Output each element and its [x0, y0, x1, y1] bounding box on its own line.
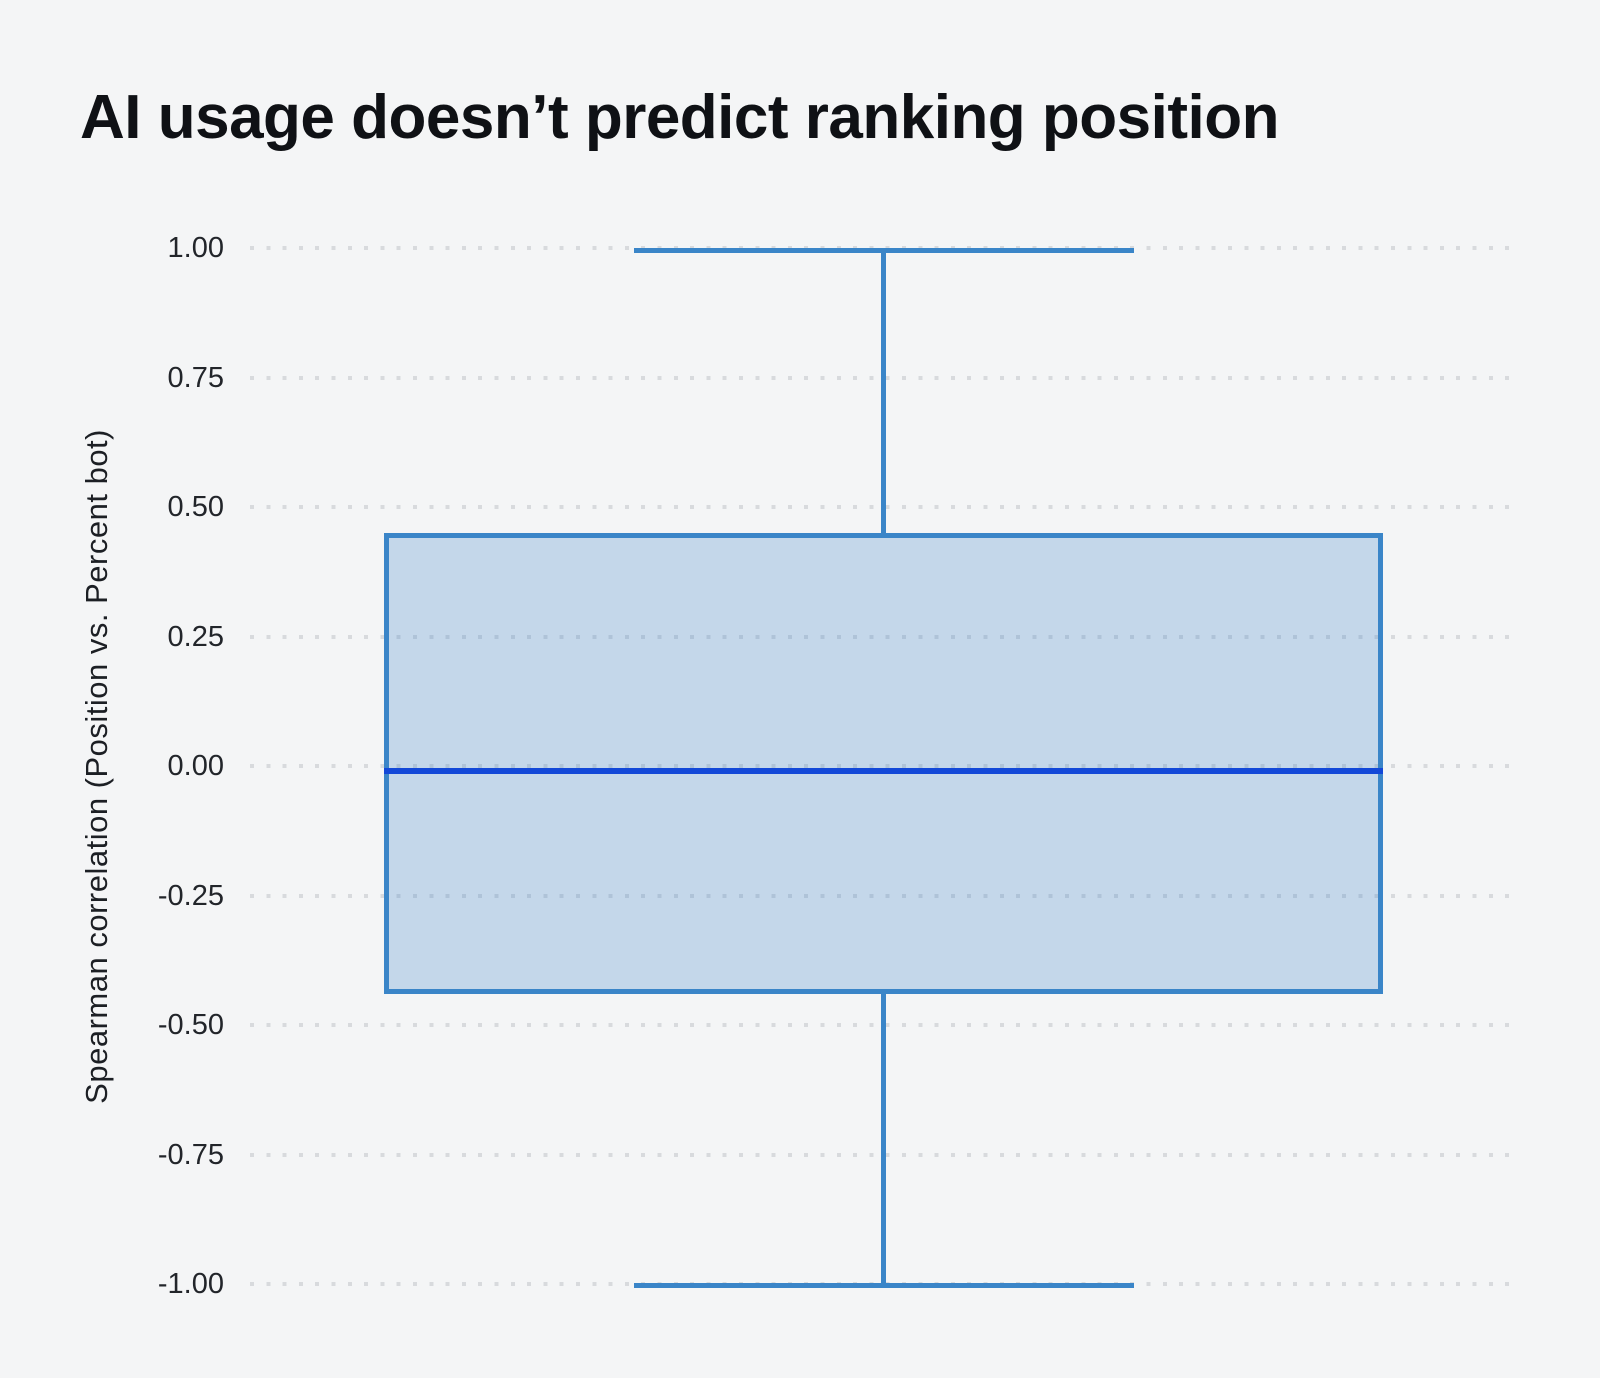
gridline [250, 764, 1520, 768]
box [383, 532, 1384, 994]
plot-area: 1.00 0.75 0.50 0.25 0.00 -0.25 -0.50 -0.75 -1.00 [158, 232, 1520, 1300]
y-tick-label: -0.50 [157, 1009, 224, 1041]
gridline [250, 634, 1520, 639]
y-tick-label: -1.00 [157, 1268, 224, 1300]
y-tick-label: 0.00 [167, 750, 224, 782]
y-tick-label: 1.00 [167, 232, 224, 264]
lower-whisker-cap [633, 1283, 1134, 1288]
y-tick-label: -0.25 [157, 879, 224, 912]
median-line [383, 768, 1384, 775]
chart-title: AI usage doesn’t predict ranking positio… [80, 83, 1279, 152]
upper-whisker-cap [633, 248, 1134, 253]
upper-whisker [881, 248, 887, 533]
gridline [250, 893, 1520, 898]
y-tick-label: -0.75 [157, 1138, 224, 1171]
y-tick-label: 0.75 [167, 361, 224, 394]
lower-whisker [881, 993, 887, 1284]
y-tick-label: 0.50 [167, 491, 224, 523]
y-tick-label: 0.25 [167, 620, 224, 653]
